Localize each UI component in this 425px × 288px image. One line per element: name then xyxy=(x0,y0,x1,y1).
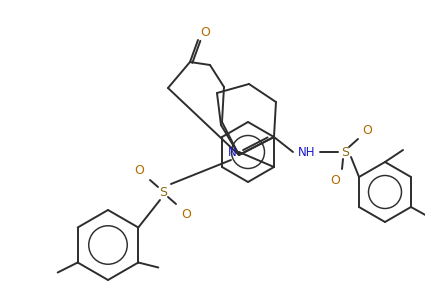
Text: S: S xyxy=(159,185,167,198)
Text: O: O xyxy=(362,124,372,137)
Text: O: O xyxy=(330,173,340,187)
Text: O: O xyxy=(134,164,144,177)
Text: O: O xyxy=(181,207,191,221)
Text: O: O xyxy=(200,26,210,39)
Text: S: S xyxy=(341,145,349,158)
Text: NH: NH xyxy=(298,145,316,158)
Text: N: N xyxy=(228,145,236,158)
